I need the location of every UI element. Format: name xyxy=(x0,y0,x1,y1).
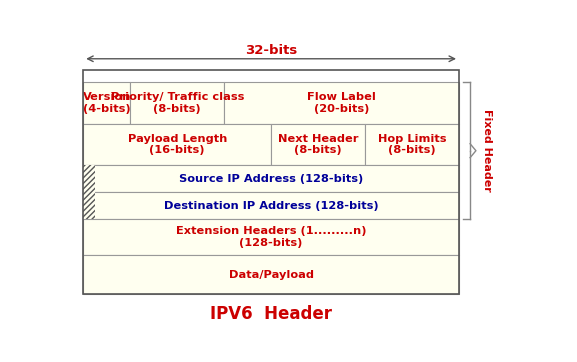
Text: Payload Length
(16-bits): Payload Length (16-bits) xyxy=(128,134,227,155)
Text: Priority/ Traffic class
(8-bits): Priority/ Traffic class (8-bits) xyxy=(111,92,244,114)
Text: Version
(4-bits): Version (4-bits) xyxy=(83,92,131,114)
Text: Hop Limits
(8-bits): Hop Limits (8-bits) xyxy=(378,134,446,155)
Bar xyxy=(83,165,95,192)
Text: Source IP Address (128-bits): Source IP Address (128-bits) xyxy=(179,174,364,184)
Bar xyxy=(365,124,459,165)
Bar xyxy=(83,255,459,294)
Text: Flow Label
(20-bits): Flow Label (20-bits) xyxy=(307,92,376,114)
Bar xyxy=(83,192,459,219)
Text: Data/Payload: Data/Payload xyxy=(228,270,314,280)
Bar xyxy=(83,192,95,219)
Text: Destination IP Address (128-bits): Destination IP Address (128-bits) xyxy=(164,201,379,211)
Bar xyxy=(271,124,365,165)
Bar xyxy=(130,82,224,124)
Bar xyxy=(83,70,459,294)
Bar xyxy=(224,82,459,124)
Text: 32-bits: 32-bits xyxy=(245,45,297,57)
Bar xyxy=(83,165,459,192)
Bar xyxy=(83,219,459,255)
Bar xyxy=(83,82,130,124)
Text: Next Header
(8-bits): Next Header (8-bits) xyxy=(278,134,358,155)
Bar xyxy=(83,124,271,165)
Text: IPV6  Header: IPV6 Header xyxy=(210,305,332,323)
Text: Extension Headers (1.........n)
(128-bits): Extension Headers (1.........n) (128-bit… xyxy=(176,226,366,248)
Text: Fixed Header: Fixed Header xyxy=(482,109,492,192)
